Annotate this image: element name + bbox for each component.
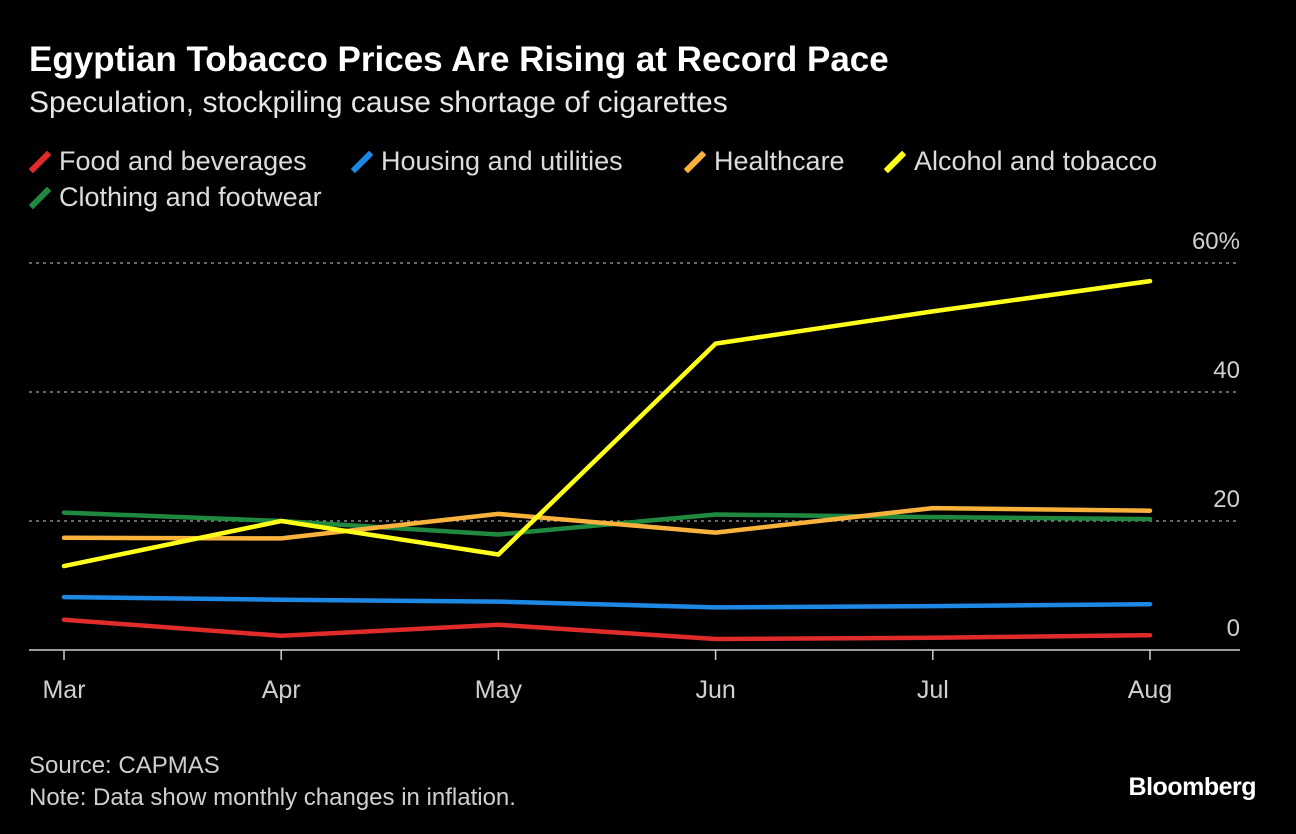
- y-tick-label: 60%: [1192, 228, 1240, 255]
- legend-label-clothing: Clothing and footwear: [59, 182, 322, 212]
- x-tick-label: Mar: [42, 676, 85, 704]
- x-tick-label: Aug: [1128, 676, 1172, 704]
- legend-label-housing: Housing and utilities: [381, 146, 623, 176]
- chart-title: Egyptian Tobacco Prices Are Rising at Re…: [29, 40, 889, 79]
- data-note: Note: Data show monthly changes in infla…: [29, 784, 516, 811]
- y-tick-label: 0: [1227, 615, 1240, 642]
- legend-item-food: Food and beverages: [28, 146, 307, 177]
- x-tick-label: May: [475, 676, 523, 704]
- series-line-alcohol-and-tobacco: [61, 278, 1153, 569]
- series-line-housing-and-utilities: [61, 594, 1153, 610]
- legend-label-healthcare: Healthcare: [714, 146, 845, 176]
- series-line-healthcare: [61, 505, 1153, 541]
- x-tick-label: Apr: [262, 676, 301, 704]
- bloomberg-logo: Bloomberg: [1128, 773, 1257, 801]
- x-tick-label: Jun: [695, 676, 735, 704]
- legend-item-clothing: Clothing and footwear: [28, 182, 322, 213]
- source-note: Source: CAPMAS: [29, 752, 220, 779]
- legend-label-food: Food and beverages: [59, 146, 307, 176]
- x-tick-label: Jul: [917, 676, 949, 704]
- y-tick-label: 20: [1213, 486, 1240, 513]
- chart-subtitle: Speculation, stockpiling cause shortage …: [29, 86, 728, 119]
- legend-item-alcohol: Alcohol and tobacco: [883, 146, 1158, 177]
- legend-label-alcohol: Alcohol and tobacco: [914, 146, 1158, 176]
- series-line-food-and-beverages: [61, 617, 1153, 642]
- y-tick-label: 40: [1213, 357, 1240, 384]
- legend-item-housing: Housing and utilities: [350, 146, 623, 177]
- legend-item-healthcare: Healthcare: [683, 146, 845, 177]
